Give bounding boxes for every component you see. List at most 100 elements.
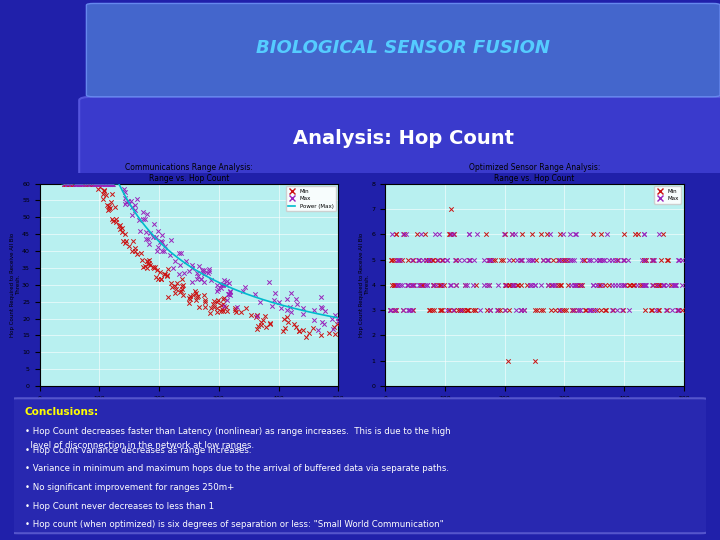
Point — [572, 306, 584, 314]
Point — [388, 281, 400, 289]
Point — [518, 306, 530, 314]
Point — [547, 255, 559, 264]
Point — [485, 255, 496, 264]
Point — [105, 198, 117, 206]
Point — [450, 281, 462, 289]
Point — [627, 281, 639, 289]
Point — [392, 281, 403, 289]
Point — [139, 261, 150, 270]
Point — [587, 281, 598, 289]
Point — [212, 285, 224, 293]
Point — [184, 292, 196, 301]
Point — [150, 233, 162, 241]
Point — [179, 268, 190, 277]
Point — [167, 264, 179, 272]
Point — [537, 255, 549, 264]
Point — [421, 255, 433, 264]
Point — [423, 255, 435, 264]
Point — [610, 255, 621, 264]
Point — [89, 179, 101, 188]
Point — [658, 281, 670, 289]
Point — [469, 306, 480, 314]
Point — [150, 273, 161, 281]
Point — [184, 294, 195, 302]
Point — [274, 298, 285, 307]
Point — [544, 230, 555, 239]
Point — [77, 179, 89, 188]
Point — [143, 260, 154, 268]
Point — [144, 261, 156, 269]
Point — [495, 306, 506, 314]
Point — [138, 214, 149, 223]
Point — [444, 306, 455, 314]
Point — [407, 255, 418, 264]
Point — [424, 306, 436, 314]
Point — [500, 281, 511, 289]
Point — [582, 255, 594, 264]
Point — [217, 280, 229, 288]
Point — [199, 295, 210, 304]
Point — [509, 230, 521, 239]
Point — [76, 179, 87, 188]
Point — [106, 179, 117, 188]
Point — [328, 325, 339, 334]
Point — [153, 275, 164, 284]
Point — [408, 281, 419, 289]
Point — [420, 255, 432, 264]
Point — [211, 298, 222, 306]
Point — [500, 281, 511, 289]
Point — [651, 281, 662, 289]
Point — [284, 302, 296, 311]
Point — [522, 255, 534, 264]
Point — [420, 255, 431, 264]
Point — [161, 271, 173, 279]
Point — [404, 306, 415, 314]
Point — [141, 256, 153, 265]
Point — [387, 281, 398, 289]
Point — [197, 267, 209, 275]
Point — [516, 230, 528, 239]
Point — [73, 179, 84, 188]
Point — [186, 264, 198, 273]
Point — [199, 266, 210, 275]
Point — [451, 255, 462, 264]
Point — [569, 281, 580, 289]
Point — [212, 295, 223, 304]
Point — [392, 281, 404, 289]
Point — [119, 238, 130, 247]
Point — [421, 281, 433, 289]
Title: Optimized Sensor Range Analysis:
Range vs. Hop Count: Optimized Sensor Range Analysis: Range v… — [469, 164, 600, 183]
Point — [639, 306, 651, 314]
Point — [83, 179, 94, 188]
Point — [611, 255, 622, 264]
Point — [281, 295, 292, 304]
Point — [106, 179, 117, 188]
Point — [647, 306, 658, 314]
Point — [129, 244, 140, 252]
Point — [417, 255, 428, 264]
Point — [449, 306, 460, 314]
FancyBboxPatch shape — [86, 3, 720, 97]
Point — [60, 179, 72, 188]
Point — [676, 281, 688, 289]
Point — [617, 281, 629, 289]
Point — [415, 281, 427, 289]
Point — [672, 306, 684, 314]
Point — [71, 179, 83, 188]
Point — [196, 266, 207, 274]
Point — [148, 220, 160, 228]
Point — [169, 256, 181, 265]
Point — [433, 230, 445, 239]
Point — [470, 281, 482, 289]
Point — [612, 255, 624, 264]
Point — [505, 281, 516, 289]
Point — [120, 200, 131, 208]
Point — [618, 255, 629, 264]
Point — [64, 179, 76, 188]
Point — [87, 179, 99, 188]
Point — [616, 306, 628, 314]
Y-axis label: Hop Count Required to Receive All Bio
Thresh.: Hop Count Required to Receive All Bio Th… — [359, 233, 370, 337]
Point — [554, 281, 566, 289]
Point — [126, 246, 138, 255]
Point — [80, 179, 91, 188]
